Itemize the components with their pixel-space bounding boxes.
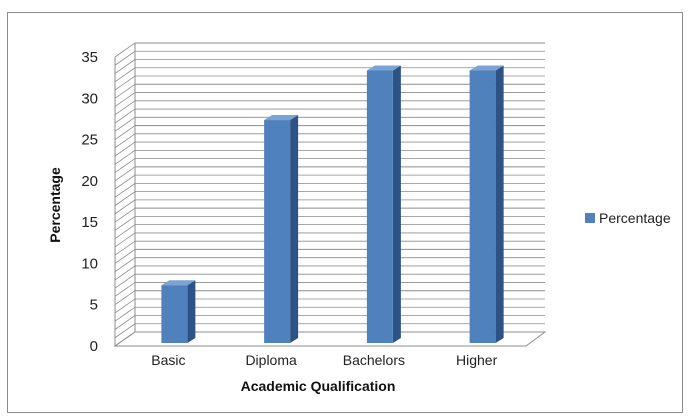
gridline-side [114,224,136,239]
gridline-side [114,92,136,107]
bars [161,65,504,343]
bar-higher [469,65,504,343]
gridline-side [114,207,136,223]
bar-basic [161,280,196,343]
gridline-side [114,290,136,306]
legend-label: Percentage [599,210,671,226]
bar-side [495,65,504,343]
y-tick-label: 10 [81,255,98,272]
y-tick-label: 15 [81,214,98,231]
gridline-side [114,83,136,99]
gridline-side [114,116,136,132]
x-category-label: Basic [151,352,185,368]
bar-top [469,65,504,71]
bar-chart: 0 5 10 15 20 25 30 35 Basic Diploma Bachelors High… [47,42,671,394]
y-axis-ticks: 0 5 10 15 20 25 30 35 [81,49,98,355]
gridline-side [114,50,136,66]
bar-top [161,280,196,286]
y-tick-label: 20 [81,173,98,190]
bar-side [187,280,196,343]
x-category-label: Bachelors [343,352,405,368]
bar-front [469,70,496,343]
bar-front [264,120,291,343]
gridline-side [114,67,136,83]
legend-swatch [585,213,595,223]
bar-front [161,285,188,343]
bar-bachelors [366,65,401,343]
gridline-side [114,240,136,256]
legend: Percentage [585,210,671,226]
gridline-side [114,282,136,297]
gridline-side [114,306,136,322]
gridline-side [114,232,136,248]
gridline-side [114,323,136,339]
gridline-side [114,249,136,264]
gridline-side [114,158,136,173]
bar-diploma [264,115,299,343]
gridline-side [114,108,136,124]
bar-front [366,70,393,343]
gridline-side [114,174,136,190]
gridline-side [114,42,136,58]
bar-top [264,115,299,121]
x-axis-title: Academic Qualification [241,378,396,394]
y-tick-label: 0 [90,338,98,355]
x-axis-categories: Basic Diploma Bachelors Higher [151,352,497,368]
gridline-side [114,166,136,182]
gridline-side [114,257,136,273]
y-tick-label: 30 [81,90,98,107]
gridline-side [114,191,136,206]
gridline-side [114,133,136,149]
gridline-side [114,183,136,198]
y-tick-label: 25 [81,132,98,149]
gridline-side [114,125,136,140]
gridline-side [114,199,136,215]
gridline-side [114,141,136,157]
x-category-label: Diploma [245,352,297,368]
gridline-side [114,298,136,314]
gridline-side [114,216,136,231]
x-category-label: Higher [456,352,498,368]
y-tick-label: 5 [90,297,98,314]
chart-floor [113,331,547,347]
y-tick-label: 35 [81,49,98,66]
gridline-side [114,273,136,289]
gridline-side [114,59,136,74]
bar-side [392,65,401,343]
gridline-side [114,75,136,91]
bar-top [366,65,401,71]
bar-side [290,115,299,343]
gridline-side [114,315,136,330]
gridline-side [114,265,136,281]
gridline-side [114,150,136,165]
y-axis-title: Percentage [47,167,63,243]
chart-frame: 0 5 10 15 20 25 30 35 Basic Diploma Bachelors High… [7,12,683,413]
gridline-side [114,100,136,116]
